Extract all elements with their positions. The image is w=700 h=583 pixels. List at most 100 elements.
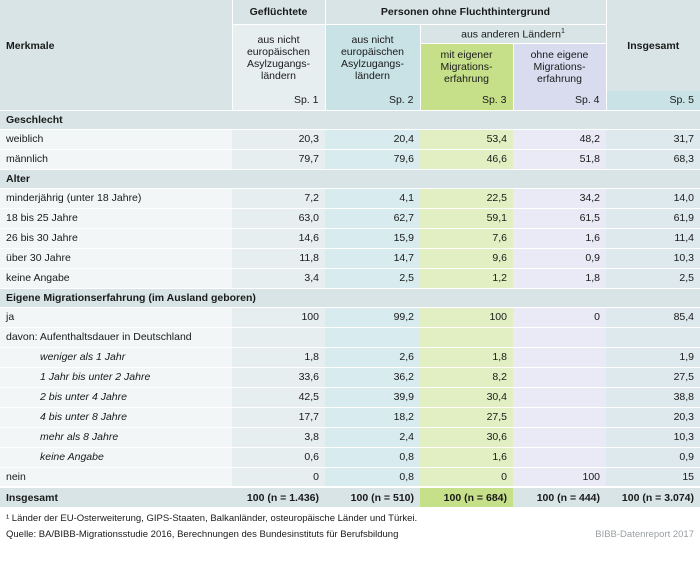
cell: 38,8 [606,386,700,407]
footnote-marker: 1 [560,28,565,36]
table-row: 2 bis unter 4 Jahre 42,5 39,9 30,4 38,8 [0,386,700,407]
row-label: 4 bis unter 8 Jahre [0,406,232,427]
row-label: ja [0,306,232,327]
section-geschlecht: Geschlecht [0,109,700,129]
total-cell: 100 (n = 1.436) [232,486,325,507]
row-label: keine Angabe [0,446,232,467]
cell: 0,9 [606,446,700,467]
cell: 10,3 [606,426,700,447]
cell: 8,2 [420,366,513,387]
cell: 59,1 [420,207,513,228]
cell: 17,7 [232,406,325,427]
cell: 15,9 [325,227,420,248]
table-row: ja 100 99,2 100 0 85,4 [0,306,700,327]
cell: 33,6 [232,366,325,387]
cell: 79,6 [325,148,420,169]
cell: 99,2 [325,306,420,327]
cell: 1,2 [420,267,513,288]
gefluechtete-header: Geflüchtete [231,0,325,25]
cell: 0 [232,466,325,487]
cell: 20,3 [606,406,700,427]
cell: 4,1 [325,187,420,208]
cell [513,366,607,387]
table-row: minderjährig (unter 18 Jahre) 7,2 4,1 22… [0,187,700,208]
cell: 0,8 [325,466,420,487]
cell: 7,2 [232,187,325,208]
row-label: keine Angabe [0,267,232,288]
table-row: 18 bis 25 Jahre 63,0 62,7 59,1 61,5 61,9 [0,207,700,228]
cell: 0,6 [232,446,325,467]
cell: 18,2 [325,406,420,427]
cell: 9,6 [420,247,513,268]
section-migration: Eigene Migrationserfahrung (im Ausland g… [0,287,700,307]
col3-subheader: mit eigener Migrations-erfahrung [419,43,513,91]
sp2-label: Sp. 2 [324,91,420,110]
cell: 1,8 [420,346,513,367]
cell: 53,4 [420,128,513,149]
cell [513,386,607,407]
sp3-label: Sp. 3 [419,91,513,110]
cell: 1,8 [513,267,607,288]
footer-row: Quelle: BA/BIBB-Migrationsstudie 2016, B… [0,528,700,541]
total-label: Insgesamt [0,486,232,507]
cell: 0 [420,466,513,487]
cell: 15 [606,466,700,487]
cell: 46,6 [420,148,513,169]
cell: 27,5 [420,406,513,427]
migration-table: Merkmale Geflüchtete Personen ohne Fluch… [0,0,700,507]
personen-ohne-header: Personen ohne Fluchthintergrund [324,0,607,25]
cell: 0,8 [325,446,420,467]
table-row: 26 bis 30 Jahre 14,6 15,9 7,6 1,6 11,4 [0,227,700,248]
row-label: männlich [0,148,232,169]
cell: 51,8 [513,148,607,169]
cell [513,446,607,467]
cell: 30,4 [420,386,513,407]
cell: 63,0 [232,207,325,228]
cell: 1,9 [606,346,700,367]
cell: 11,8 [232,247,325,268]
cell [513,406,607,427]
sp4-label: Sp. 4 [512,91,607,110]
table-row: männlich 79,7 79,6 46,6 51,8 68,3 [0,148,700,169]
cell: 39,9 [325,386,420,407]
cell: 20,3 [232,128,325,149]
cell: 10,3 [606,247,700,268]
cell: 20,4 [325,128,420,149]
row-label: 26 bis 30 Jahre [0,227,232,248]
table-row: keine Angabe 3,4 2,5 1,2 1,8 2,5 [0,267,700,288]
cell: 2,5 [325,267,420,288]
row-label: weniger als 1 Jahr [0,346,232,367]
cell: 3,4 [232,267,325,288]
cell: 0,9 [513,247,607,268]
cell [232,326,325,347]
total-cell: 100 (n = 444) [513,486,607,507]
cell: 2,5 [606,267,700,288]
table-row: 1 Jahr bis unter 2 Jahre 33,6 36,2 8,2 2… [0,366,700,387]
cell: 3,8 [232,426,325,447]
cell: 11,4 [606,227,700,248]
row-label: davon: Aufenthaltsdauer in Deutschland [0,326,232,347]
table-row: nein 0 0,8 0 100 15 [0,466,700,487]
cell: 62,7 [325,207,420,228]
col2-subheader: aus nicht europäischen Asylzugangs-lände… [324,24,420,91]
cell: 2,4 [325,426,420,447]
cell: 61,9 [606,207,700,228]
table-row: keine Angabe 0,6 0,8 1,6 0,9 [0,446,700,467]
cell: 31,7 [606,128,700,149]
total-cell: 100 (n = 684) [420,486,513,507]
table-row: weniger als 1 Jahr 1,8 2,6 1,8 1,9 [0,346,700,367]
cell [606,326,700,347]
cell: 1,6 [513,227,607,248]
total-row: Insgesamt 100 (n = 1.436) 100 (n = 510) … [0,486,700,507]
cell: 100 [232,306,325,327]
cell: 79,7 [232,148,325,169]
cell: 48,2 [513,128,607,149]
table-row: davon: Aufenthaltsdauer in Deutschland [0,326,700,347]
cell: 34,2 [513,187,607,208]
cell: 85,4 [606,306,700,327]
cell: 61,5 [513,207,607,228]
cell: 27,5 [606,366,700,387]
section-alter: Alter [0,168,700,188]
cell: 14,0 [606,187,700,208]
source-note: Quelle: BA/BIBB-Migrationsstudie 2016, B… [6,529,399,540]
